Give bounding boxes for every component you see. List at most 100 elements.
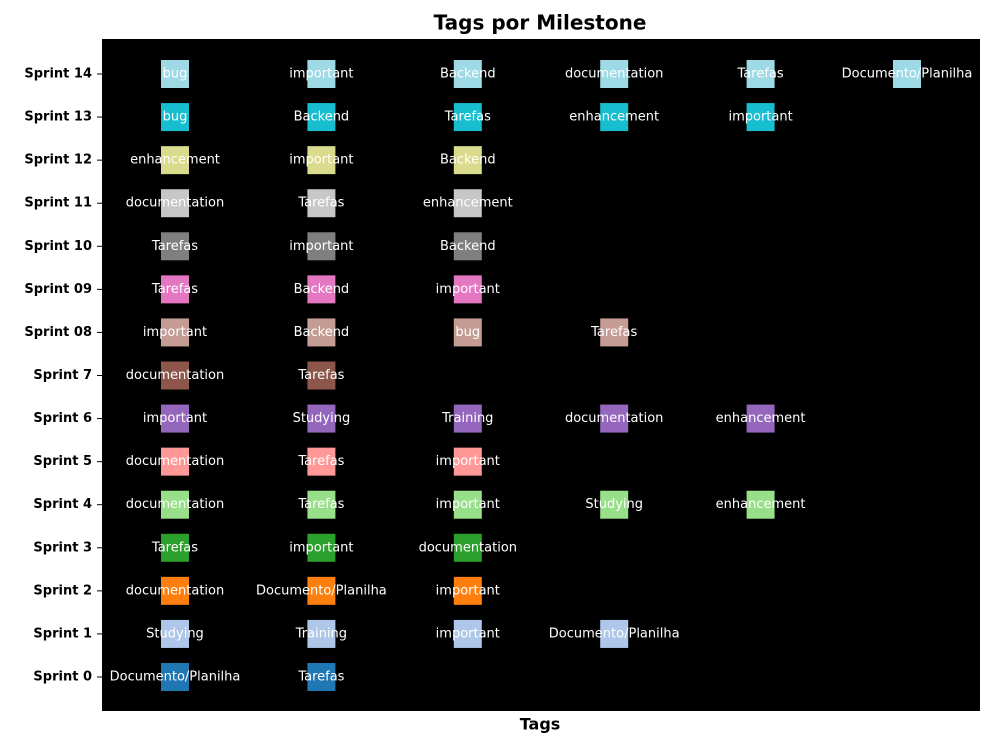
tag-label: Tarefas bbox=[297, 196, 344, 211]
tag-label: important bbox=[289, 153, 353, 168]
tag-label: important bbox=[436, 626, 500, 641]
plot-area bbox=[102, 39, 980, 711]
tag-label: Tarefas bbox=[297, 670, 344, 685]
tag-marker bbox=[307, 490, 336, 519]
tag-marker bbox=[307, 663, 336, 691]
tag-label: important bbox=[289, 67, 353, 82]
y-tick-label: Sprint 3 bbox=[33, 540, 92, 555]
tag-label: Backend bbox=[294, 282, 350, 297]
y-tick-label: Sprint 11 bbox=[24, 196, 92, 211]
tag-label: Studying bbox=[293, 411, 351, 426]
tag-marker bbox=[161, 361, 189, 390]
tag-marker bbox=[307, 60, 336, 88]
tag-label: important bbox=[728, 110, 792, 125]
tag-label: Studying bbox=[585, 497, 643, 512]
tag-marker bbox=[453, 232, 482, 261]
tag-label: documentation bbox=[126, 196, 224, 211]
tag-marker bbox=[600, 103, 629, 132]
tag-label: enhancement bbox=[130, 153, 220, 168]
tag-marker bbox=[161, 60, 189, 88]
y-tick-label: Sprint 5 bbox=[33, 454, 92, 469]
tag-marker bbox=[161, 663, 189, 691]
tag-marker bbox=[161, 232, 189, 261]
tag-label: Training bbox=[441, 411, 493, 426]
tag-label: documentation bbox=[126, 454, 224, 469]
tag-marker bbox=[307, 361, 336, 390]
tag-marker bbox=[307, 275, 336, 304]
tag-marker bbox=[307, 232, 336, 261]
tag-label: documentation bbox=[565, 411, 663, 426]
tag-label: Tarefas bbox=[151, 239, 198, 254]
tag-label: enhancement bbox=[716, 497, 806, 512]
tag-marker bbox=[746, 404, 775, 433]
tag-label: Tarefas bbox=[737, 67, 784, 82]
tag-marker bbox=[161, 103, 189, 132]
tag-marker bbox=[307, 318, 336, 347]
tag-marker bbox=[161, 533, 189, 562]
y-tick-label: Sprint 4 bbox=[33, 497, 92, 512]
y-tick-label: Sprint 12 bbox=[24, 153, 92, 168]
tag-marker bbox=[746, 490, 775, 519]
tag-label: important bbox=[436, 497, 500, 512]
y-tick-label: Sprint 7 bbox=[33, 368, 92, 383]
tag-marker bbox=[161, 275, 189, 304]
tag-marker bbox=[600, 60, 629, 88]
tag-label: important bbox=[143, 411, 207, 426]
tag-label: documentation bbox=[419, 540, 517, 555]
tag-label: enhancement bbox=[569, 110, 659, 125]
tag-marker bbox=[307, 404, 336, 433]
tag-marker bbox=[161, 404, 189, 433]
tag-label: Backend bbox=[440, 239, 496, 254]
tag-label: Tarefas bbox=[297, 368, 344, 383]
tag-label: important bbox=[289, 239, 353, 254]
tag-label: enhancement bbox=[716, 411, 806, 426]
tag-label: important bbox=[289, 540, 353, 555]
tag-label: Backend bbox=[440, 67, 496, 82]
tag-label: important bbox=[436, 583, 500, 598]
x-axis-label: Tags bbox=[520, 715, 561, 734]
tag-marker bbox=[161, 576, 189, 605]
tag-marker bbox=[600, 318, 629, 347]
tag-label: enhancement bbox=[423, 196, 513, 211]
tag-marker bbox=[453, 103, 482, 132]
y-tick-label: Sprint 6 bbox=[33, 411, 92, 426]
tag-marker bbox=[600, 619, 629, 648]
tag-marker bbox=[453, 318, 482, 347]
tag-marker bbox=[161, 490, 189, 519]
tag-marker bbox=[453, 146, 482, 175]
tag-label: important bbox=[436, 454, 500, 469]
tag-label: Documento/Planilha bbox=[256, 583, 387, 598]
tag-marker bbox=[161, 447, 189, 476]
tag-marker bbox=[453, 533, 482, 562]
tag-label: Backend bbox=[294, 325, 350, 340]
tag-label: bug bbox=[455, 325, 480, 340]
tag-label: Tarefas bbox=[151, 282, 198, 297]
y-tick-label: Sprint 08 bbox=[24, 325, 92, 340]
tag-marker bbox=[453, 576, 482, 605]
tag-label: Studying bbox=[146, 626, 204, 641]
y-tick-label: Sprint 14 bbox=[24, 67, 92, 82]
tag-marker bbox=[600, 404, 629, 433]
tag-marker bbox=[453, 447, 482, 476]
tag-marker bbox=[453, 490, 482, 519]
y-tick-label: Sprint 0 bbox=[33, 670, 92, 685]
tag-label: Backend bbox=[440, 153, 496, 168]
y-tick-label: Sprint 09 bbox=[24, 282, 92, 297]
tag-marker bbox=[161, 146, 189, 175]
tag-marker bbox=[453, 404, 482, 433]
tag-marker bbox=[746, 60, 775, 88]
tag-label: documentation bbox=[126, 583, 224, 598]
tag-marker bbox=[307, 146, 336, 175]
tag-label: Training bbox=[295, 626, 347, 641]
tag-label: important bbox=[436, 282, 500, 297]
tag-label: Tarefas bbox=[297, 497, 344, 512]
tag-label: Tarefas bbox=[297, 454, 344, 469]
tag-label: bug bbox=[163, 67, 188, 82]
tag-marker bbox=[161, 619, 189, 648]
tag-marker bbox=[746, 103, 775, 132]
tag-label: Tarefas bbox=[444, 110, 491, 125]
tag-label: Backend bbox=[294, 110, 350, 125]
tag-marker bbox=[307, 533, 336, 562]
